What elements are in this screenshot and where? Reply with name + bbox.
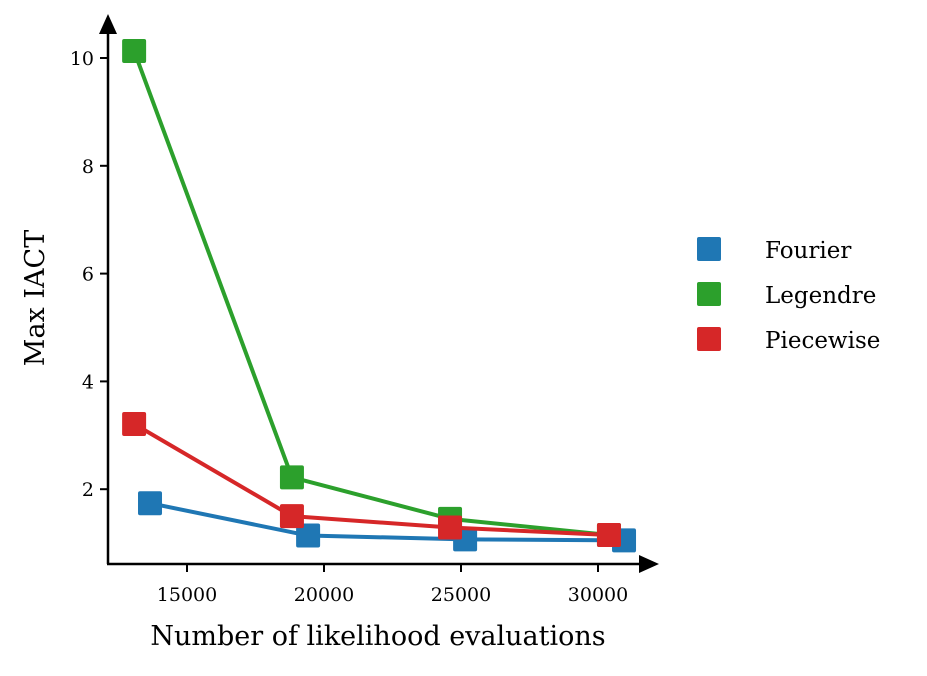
y-tick-label: 8: [82, 156, 94, 178]
legend: Fourier Legendre Piecewise: [697, 237, 880, 354]
y-axis-arrow: [99, 14, 117, 34]
legend-label: Legendre: [765, 283, 876, 309]
y-tick-label: 2: [82, 479, 94, 501]
series-piecewise: [122, 411, 621, 548]
x-axis-label: Number of likelihood evaluations: [150, 621, 605, 652]
series-fourier: [138, 491, 637, 553]
y-tick-label: 6: [82, 264, 94, 286]
series-legendre: [122, 38, 621, 548]
x-axis-arrow: [639, 555, 659, 573]
y-tick-label: 4: [82, 371, 94, 393]
piecewise-point: [279, 504, 304, 529]
legend-item-piecewise: Piecewise: [697, 327, 880, 354]
ticks-layer: 15000 20000 25000 30000 2 4 6 8 10: [70, 48, 628, 606]
series-layer: [122, 38, 637, 553]
axes: [99, 14, 659, 573]
legend-label: Piecewise: [765, 328, 880, 354]
fourier-point: [296, 523, 321, 548]
fourier-line: [149, 501, 625, 543]
y-axis-label: Max IACT: [20, 230, 51, 366]
x-tick-label: 20000: [294, 584, 354, 606]
legendre-point: [279, 465, 304, 490]
legend-marker: [697, 327, 721, 351]
x-tick-label: 30000: [568, 584, 628, 606]
legend-marker: [697, 282, 721, 306]
x-tick-label: 25000: [431, 584, 491, 606]
legend-marker: [697, 237, 721, 261]
piecewise-point: [438, 515, 463, 540]
y-tick-label: 10: [70, 48, 94, 70]
legend-item-legendre: Legendre: [697, 282, 876, 309]
legend-label: Fourier: [765, 238, 851, 264]
piecewise-line: [133, 422, 610, 538]
fourier-point: [138, 491, 163, 516]
legend-item-fourier: Fourier: [697, 237, 851, 264]
piecewise-point: [596, 523, 621, 548]
legendre-point: [122, 38, 147, 63]
piecewise-point: [122, 411, 147, 436]
legendre-line: [132, 50, 610, 538]
x-tick-label: 15000: [157, 584, 217, 606]
